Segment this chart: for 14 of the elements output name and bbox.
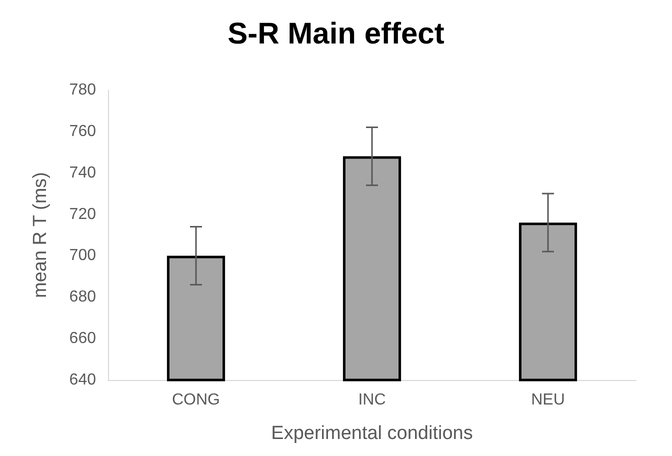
- y-tick-label: 680: [69, 288, 96, 306]
- y-tick-label: 700: [69, 247, 96, 264]
- y-tick-label: 740: [69, 164, 96, 182]
- x-tick-label: CONG: [172, 392, 220, 408]
- y-tick-label: 780: [69, 82, 96, 98]
- y-tick-label: 760: [69, 122, 96, 140]
- y-tick-label: 660: [69, 330, 96, 348]
- x-tick-label: INC: [358, 392, 386, 408]
- chart-title: S-R Main effect: [228, 18, 444, 50]
- y-axis-title: mean R T (ms): [30, 172, 51, 298]
- y-tick-label: 720: [69, 206, 96, 223]
- x-tick-label: NEU: [531, 392, 565, 408]
- x-axis-title: Experimental conditions: [271, 423, 473, 444]
- y-tick-label: 640: [69, 372, 96, 388]
